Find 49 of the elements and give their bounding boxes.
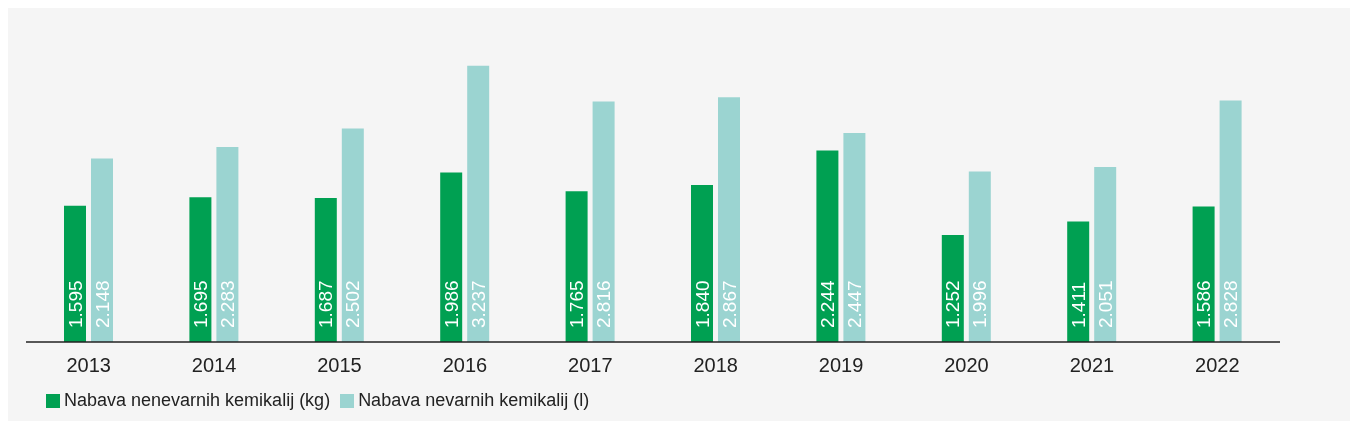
bar [843, 133, 866, 342]
data-label: 2.283 [216, 280, 238, 328]
bar [691, 184, 713, 342]
x-tick-label: 2020 [944, 354, 989, 377]
data-label: 1.595 [64, 280, 86, 328]
data-label: 1.687 [315, 280, 337, 328]
data-label: 1.695 [189, 280, 211, 328]
data-label: 2.051 [1094, 280, 1116, 328]
x-tick-label: 2014 [191, 354, 237, 377]
data-label: 1.765 [566, 280, 588, 328]
bar [816, 150, 839, 342]
legend-label: Nabava nevarnih kemikalij (l) [358, 390, 590, 410]
bar [341, 128, 364, 342]
data-label: 2.828 [1220, 280, 1242, 328]
bar [91, 158, 113, 342]
bar [718, 97, 740, 342]
bar [1219, 100, 1242, 342]
bar [467, 65, 490, 342]
data-label: 2.867 [718, 280, 740, 328]
data-label: 2.816 [593, 280, 615, 328]
bar [968, 171, 991, 342]
bar [216, 147, 239, 342]
data-label: 2.447 [843, 280, 865, 328]
data-label: 1.996 [969, 280, 991, 328]
data-label: 1.986 [440, 280, 462, 328]
x-tick-label: 2018 [693, 354, 738, 377]
legend-label: Nabava nenevarnih kemikalij (kg) [64, 390, 331, 410]
x-tick-label: 2013 [66, 354, 111, 377]
bar [565, 191, 588, 342]
bar [592, 101, 615, 342]
data-label: 2.148 [91, 280, 113, 328]
x-tick-label: 2022 [1195, 354, 1240, 377]
bar [440, 172, 463, 342]
x-tick-label: 2021 [1069, 354, 1115, 377]
bar [314, 197, 337, 342]
data-label: 1.411 [1067, 281, 1089, 328]
data-label: 1.840 [691, 280, 713, 328]
x-tick-label: 2017 [568, 354, 613, 377]
data-label: 1.586 [1193, 280, 1215, 328]
x-tick-label: 2015 [317, 354, 362, 377]
x-tick-label: 2016 [442, 354, 488, 377]
data-label: 1.252 [942, 280, 964, 328]
bar [1067, 221, 1090, 342]
bar [189, 197, 212, 342]
bar [1094, 166, 1117, 342]
x-tick-label: 2019 [818, 354, 864, 377]
data-label: 2.244 [816, 280, 838, 328]
data-label: 3.237 [467, 280, 489, 328]
data-label: 2.502 [342, 280, 364, 328]
